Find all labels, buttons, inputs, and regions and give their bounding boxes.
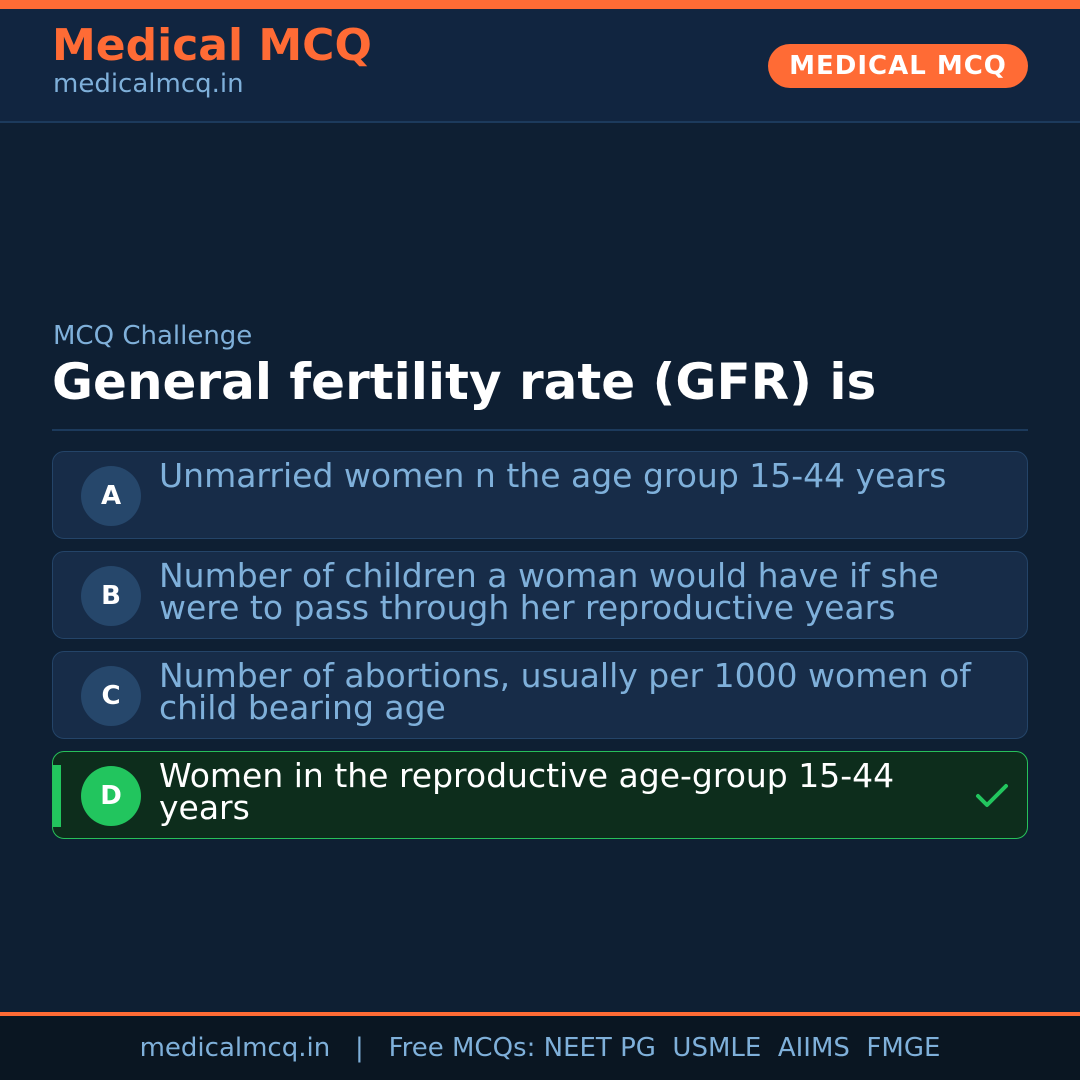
question-text: General fertility rate (GFR) is	[52, 353, 877, 411]
option-text: Women in the reproductive age-group 15-4…	[159, 756, 895, 827]
option-text: Number of abortions, usually per 1000 wo…	[159, 656, 971, 727]
brand-url[interactable]: medicalmcq.in	[53, 69, 244, 99]
option-d-correct[interactable]: D Women in the reproductive age-group 15…	[52, 751, 1028, 839]
brand-title: Medical MCQ	[52, 20, 372, 71]
footer-tagline: Free MCQs: NEET PG USMLE AIIMS FMGE	[388, 1033, 941, 1063]
option-letter-badge: C	[81, 666, 141, 726]
correct-indicator-bar	[53, 765, 61, 827]
option-text: Unmarried women n the age group 15-44 ye…	[159, 456, 947, 495]
category-badge: MEDICAL MCQ	[768, 44, 1028, 88]
option-text: Number of children a woman would have if…	[159, 556, 939, 627]
option-letter-badge: D	[81, 766, 141, 826]
footer-site-link[interactable]: medicalmcq.in	[139, 1033, 331, 1063]
footer-separator: |	[355, 1033, 364, 1063]
divider	[52, 429, 1028, 431]
option-letter-badge: A	[81, 466, 141, 526]
top-accent-stripe	[0, 0, 1080, 9]
question-eyebrow: MCQ Challenge	[53, 321, 253, 351]
footer: medicalmcq.in | Free MCQs: NEET PG USMLE…	[0, 1016, 1080, 1080]
option-b[interactable]: B Number of children a woman would have …	[52, 551, 1028, 639]
bottom-accent-stripe	[0, 1012, 1080, 1016]
header: Medical MCQ medicalmcq.in MEDICAL MCQ	[0, 9, 1080, 123]
option-a[interactable]: A Unmarried women n the age group 15-44 …	[52, 451, 1028, 539]
check-icon	[976, 784, 1008, 807]
option-c[interactable]: C Number of abortions, usually per 1000 …	[52, 651, 1028, 739]
option-letter-badge: B	[81, 566, 141, 626]
